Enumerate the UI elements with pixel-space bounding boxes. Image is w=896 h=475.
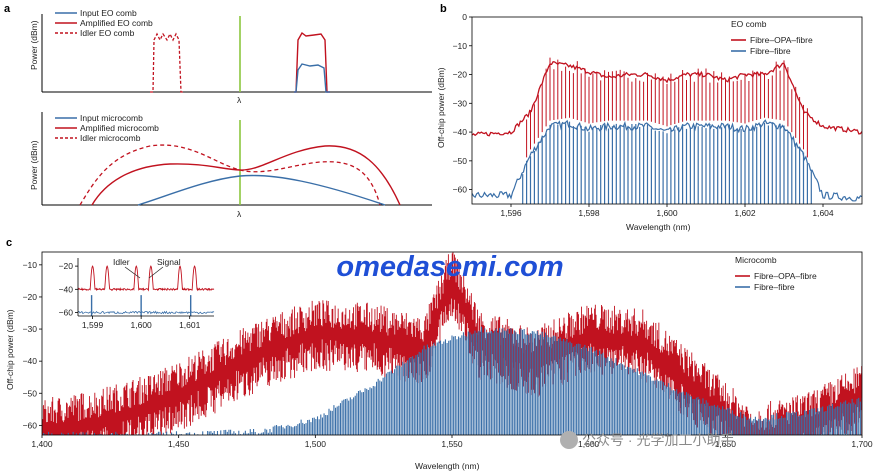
- y-tick-label: −50: [23, 388, 38, 398]
- panel-a: a Power (dBm) λ Input EO comb Amplified …: [4, 3, 432, 219]
- panel-a-upper: Power (dBm) λ Input EO comb Amplified EO…: [29, 8, 432, 105]
- credit-overlay: 公众号 · 光学加工小助手: [560, 431, 734, 449]
- x-tick-label: 1,596: [500, 208, 522, 218]
- x-tick-label: 1,450: [168, 439, 190, 449]
- legend-input-microcomb: Input microcomb: [80, 113, 143, 123]
- c-inset-blue-spikes: [90, 295, 192, 316]
- b-ylabel: Off-chip power (dBm): [436, 67, 446, 148]
- c-x-ticks: 1,400 1,450 1,500 1,550 1,600 1,650 1,700: [31, 435, 873, 449]
- a-idler-eo-comb-curve: [150, 32, 184, 93]
- legend-idler-eo-comb: Idler EO comb: [80, 28, 135, 38]
- a-lower-legend: Input microcomb Amplified microcomb Idle…: [55, 113, 159, 143]
- x-tick-label: 1,650: [715, 439, 737, 449]
- x-tick-label: 1,600: [578, 439, 600, 449]
- panel-a-lower: Power (dBm) λ Input microcomb Amplified …: [29, 112, 432, 219]
- c-inset-signal-arrow: [148, 266, 164, 279]
- a-upper-xlabel: λ: [237, 95, 242, 105]
- b-legend-fibre-opa-fibre: Fibre–OPA–fibre: [750, 35, 813, 45]
- y-tick-label: −40: [453, 127, 468, 137]
- x-tick-label: 1,500: [305, 439, 327, 449]
- panel-c-letter: c: [6, 237, 12, 249]
- panel-b: b 0 −10 −20 −30 −40 −50 −60 1,596 1,598 1,600 1,6…: [436, 3, 863, 232]
- c-inset-background: [78, 258, 214, 316]
- y-tick-label: −50: [453, 156, 468, 166]
- b-y-ticks: 0 −10 −20 −30 −40 −50 −60: [453, 12, 472, 195]
- x-tick-label: 1,604: [812, 208, 834, 218]
- y-tick-label: −60: [453, 185, 468, 195]
- panel-b-letter: b: [440, 3, 447, 15]
- x-tick-label: 1,600: [131, 320, 153, 330]
- y-tick-label: −10: [453, 41, 468, 51]
- x-tick-label: 1,550: [441, 439, 463, 449]
- b-legend-fibre-fibre: Fibre–fibre: [750, 46, 791, 56]
- y-tick-label: −20: [59, 261, 74, 271]
- panel-c: c −10 −20 −30 −40 −50 −60 1,400 1,450 1,500 1,55…: [5, 237, 873, 471]
- c-inset: −20 −40 −60 1,599 1,600 1,601 Idler Signal: [59, 257, 215, 330]
- b-legend: EO comb Fibre–OPA–fibre Fibre–fibre: [731, 19, 813, 56]
- b-fibre-opa-fibre-envelope: [472, 61, 862, 137]
- c-y-ticks: −10 −20 −30 −40 −50 −60: [23, 260, 42, 430]
- legend-amplified-microcomb: Amplified microcomb: [80, 123, 159, 133]
- c-legend-title: Microcomb: [735, 255, 777, 265]
- y-tick-label: −20: [23, 292, 38, 302]
- c-inset-signal-label: Signal: [157, 257, 181, 267]
- c-legend-fibre-fibre: Fibre–fibre: [754, 282, 795, 292]
- y-tick-label: 0: [462, 12, 467, 22]
- a-upper-legend: Input EO comb Amplified EO comb Idler EO…: [55, 8, 153, 38]
- b-traces: [472, 57, 862, 204]
- b-fibre-opa-fibre-comb-lines: [526, 57, 808, 158]
- watermark-text: omedasemi.com: [336, 251, 563, 283]
- x-tick-label: 1,700: [851, 439, 873, 449]
- y-tick-label: −10: [23, 260, 38, 270]
- a-upper-ylabel: Power (dBm): [29, 20, 39, 70]
- c-inset-idler-label: Idler: [113, 257, 130, 267]
- a-amplified-microcomb-curve: [91, 145, 401, 206]
- y-tick-label: −20: [453, 70, 468, 80]
- a-amplified-eo-comb-curve: [294, 31, 330, 93]
- c-xlabel: Wavelength (nm): [415, 461, 480, 471]
- y-tick-label: −60: [59, 308, 74, 318]
- a-input-eo-comb-curve: [294, 63, 330, 93]
- a-input-microcomb-curve: [137, 174, 386, 206]
- x-tick-label: 1,599: [82, 320, 104, 330]
- y-tick-label: −60: [23, 420, 38, 430]
- b-xlabel: Wavelength (nm): [626, 222, 691, 232]
- legend-idler-microcomb: Idler microcomb: [80, 133, 141, 143]
- c-inset-plot: [77, 265, 215, 316]
- legend-amplified-eo-comb: Amplified EO comb: [80, 18, 153, 28]
- panel-a-letter: a: [4, 3, 11, 15]
- legend-input-eo-comb: Input EO comb: [80, 8, 137, 18]
- c-inset-red-trace: [77, 265, 215, 292]
- b-x-ticks: 1,596 1,598 1,600 1,602 1,604: [500, 204, 834, 218]
- c-inset-y-ticks: −20 −40 −60: [59, 261, 78, 318]
- x-tick-label: 1,601: [179, 320, 201, 330]
- a-lower-xlabel: λ: [237, 209, 242, 219]
- x-tick-label: 1,600: [656, 208, 678, 218]
- credit-text: 公众号 · 光学加工小助手: [582, 432, 734, 448]
- c-inset-x-ticks: 1,599 1,600 1,601: [82, 316, 201, 330]
- y-tick-label: −40: [59, 284, 74, 294]
- y-tick-label: −30: [453, 98, 468, 108]
- x-tick-label: 1,602: [734, 208, 756, 218]
- c-ylabel: Off-chip power (dBm): [5, 309, 15, 390]
- x-tick-label: 1,598: [578, 208, 600, 218]
- c-legend-fibre-opa-fibre: Fibre–OPA–fibre: [754, 271, 817, 281]
- a-lower-ylabel: Power (dBm): [29, 140, 39, 190]
- b-plot-area: [472, 57, 862, 204]
- x-tick-label: 1,400: [31, 439, 53, 449]
- c-legend: Microcomb Fibre–OPA–fibre Fibre–fibre: [735, 255, 817, 292]
- b-legend-title: EO comb: [731, 19, 767, 29]
- b-fibre-fibre-envelope: [472, 119, 862, 202]
- c-inset-idler-arrow: [124, 266, 141, 279]
- wechat-icon: [560, 431, 578, 449]
- y-tick-label: −30: [23, 324, 38, 334]
- y-tick-label: −40: [23, 356, 38, 366]
- b-fibre-fibre-comb-lines: [522, 121, 812, 204]
